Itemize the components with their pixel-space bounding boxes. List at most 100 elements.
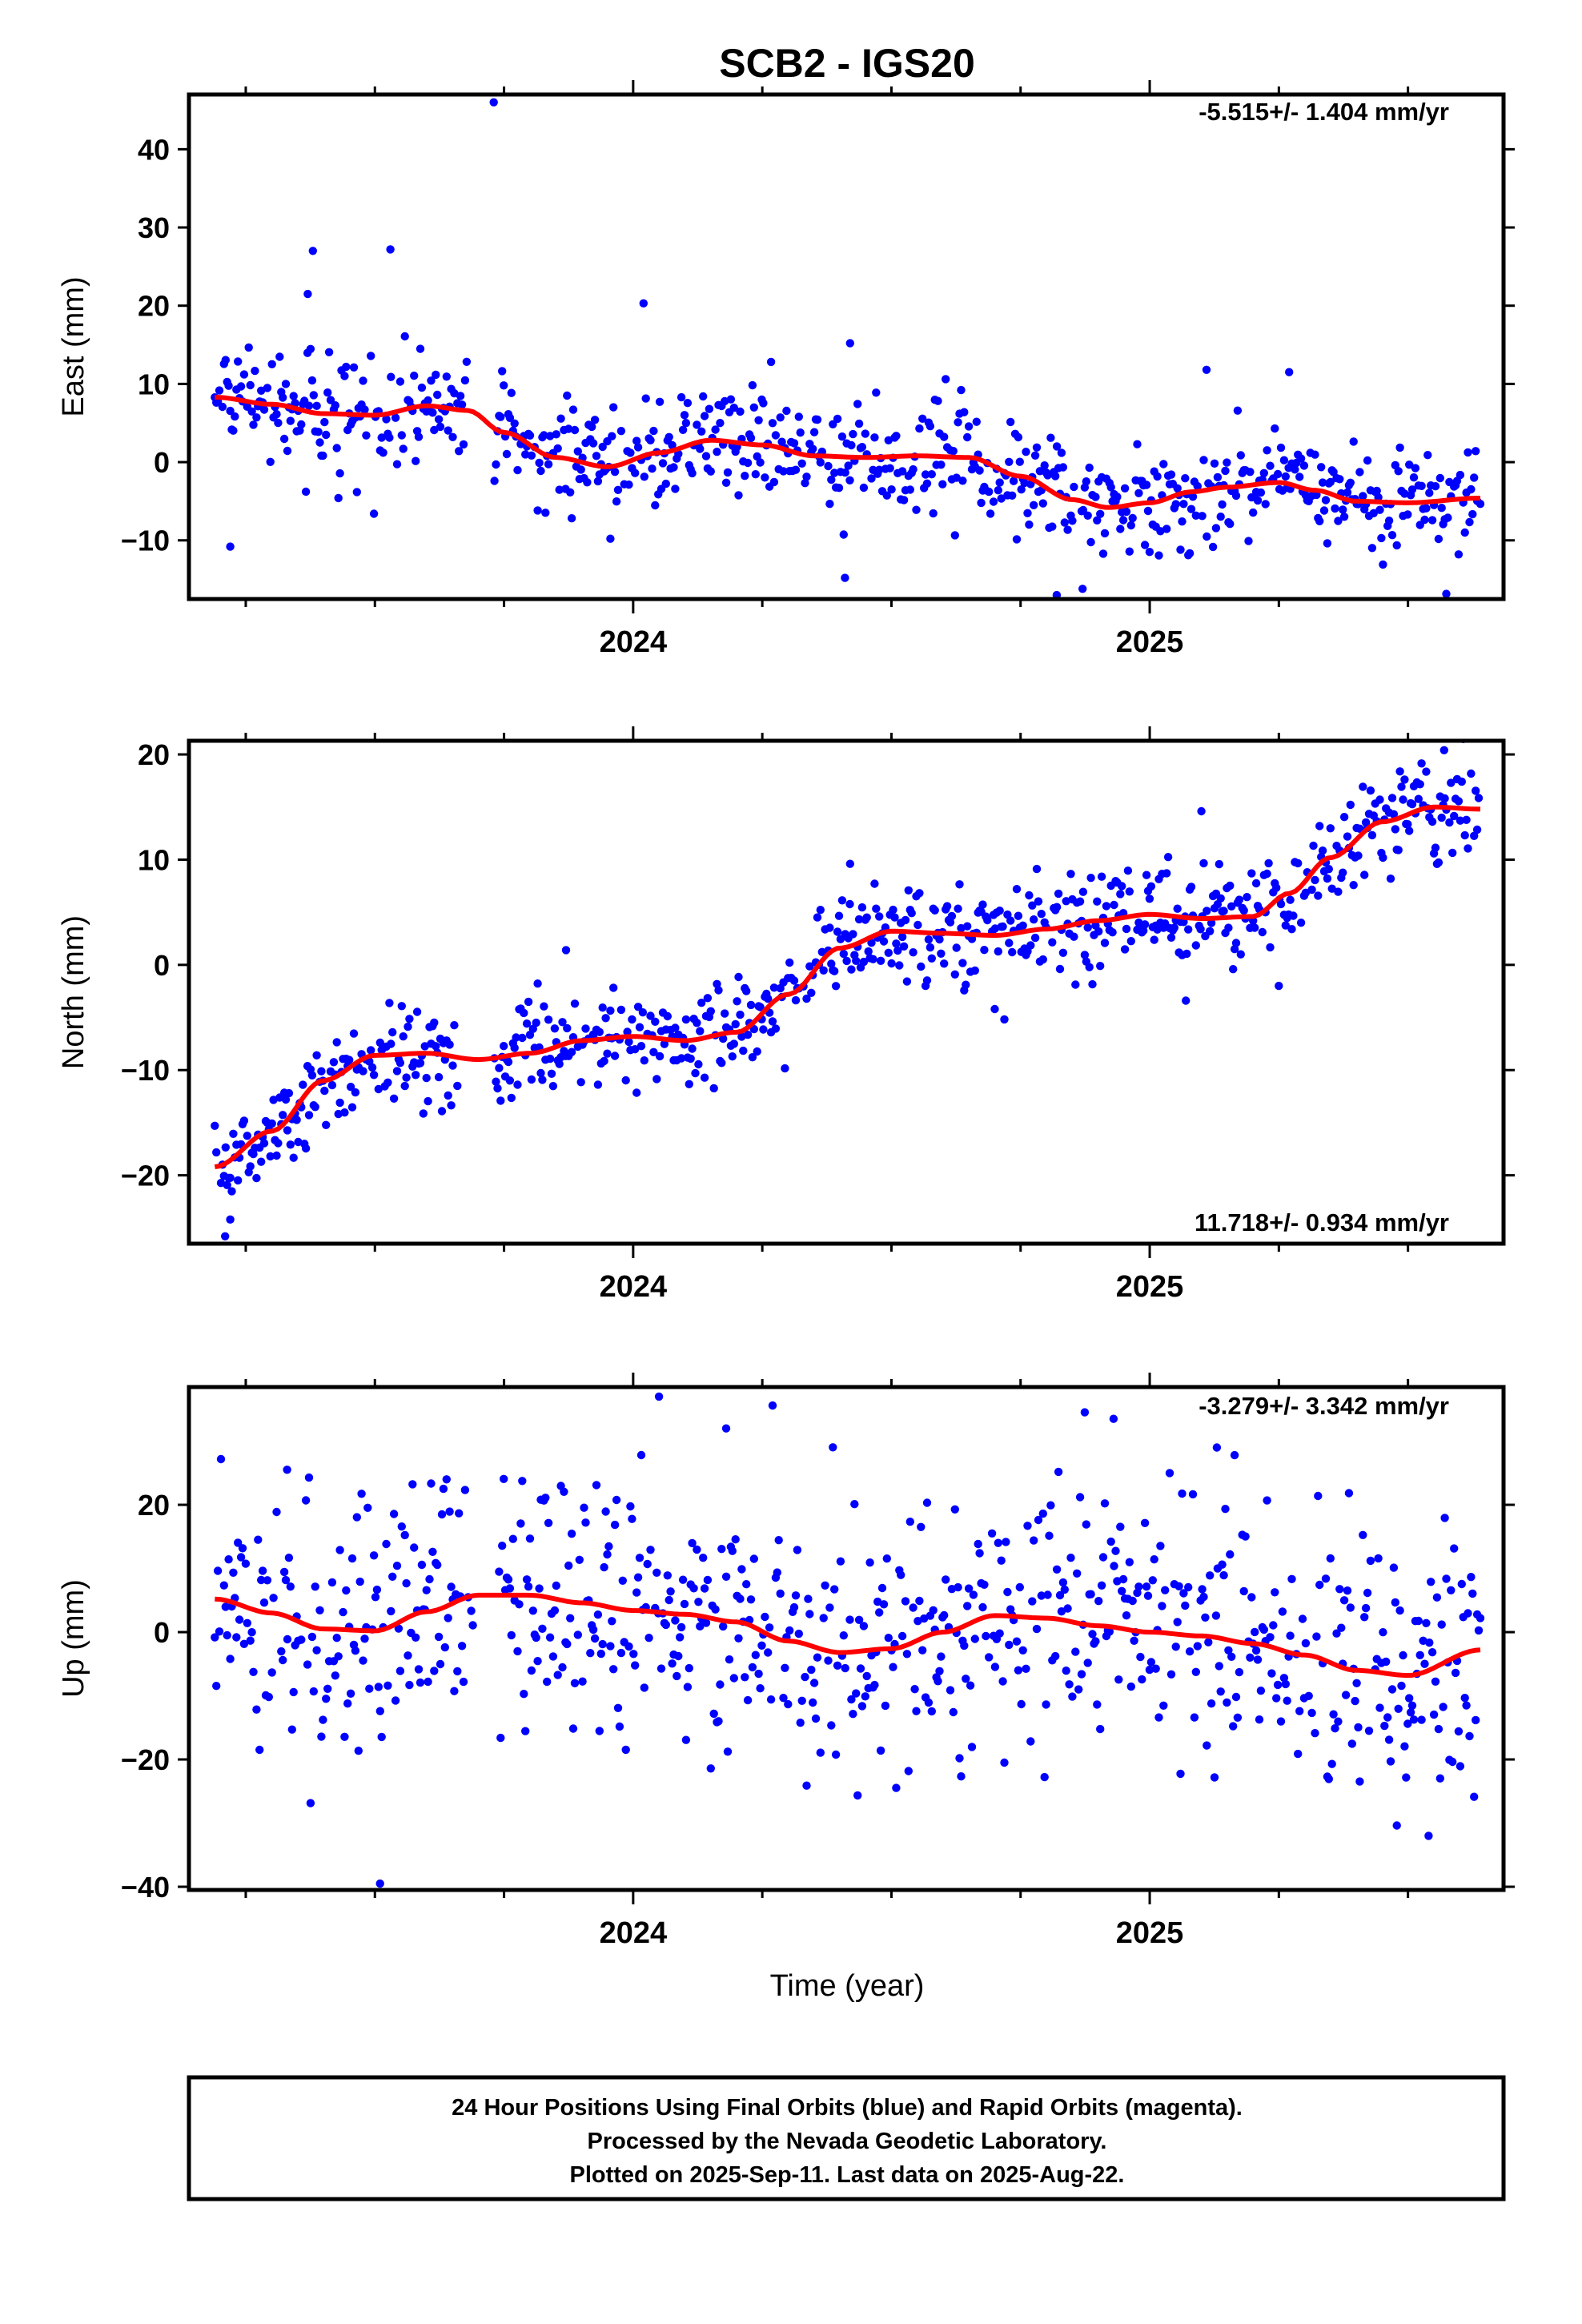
data-point <box>1456 816 1465 825</box>
data-point <box>1298 1614 1307 1623</box>
data-point <box>570 1679 580 1687</box>
data-point <box>618 1576 627 1586</box>
data-point <box>299 1080 307 1089</box>
data-point <box>493 1084 502 1093</box>
data-point <box>1140 920 1150 929</box>
data-point <box>541 509 550 517</box>
data-point <box>606 1006 615 1015</box>
y-tick-label: 10 <box>138 843 170 876</box>
data-point <box>1359 492 1367 501</box>
data-point <box>1224 923 1233 932</box>
data-point <box>633 1003 643 1011</box>
data-point <box>1400 1742 1409 1751</box>
data-point <box>776 413 785 422</box>
data-point <box>560 1487 568 1497</box>
data-point <box>859 957 869 967</box>
data-point <box>1464 844 1472 853</box>
data-point <box>1150 1555 1158 1564</box>
data-point <box>1287 925 1296 934</box>
data-point <box>1467 1573 1476 1582</box>
data-point <box>644 1634 653 1642</box>
data-point <box>685 1080 693 1089</box>
data-point <box>921 470 930 479</box>
data-point <box>462 357 472 366</box>
data-point <box>937 460 946 469</box>
data-point <box>1223 458 1231 467</box>
data-point <box>1387 1685 1397 1694</box>
data-point <box>324 348 334 356</box>
data-point <box>796 428 805 437</box>
data-point <box>1018 921 1027 931</box>
data-point <box>1437 813 1446 822</box>
data-point <box>489 98 498 107</box>
data-point <box>899 942 909 951</box>
data-point <box>742 987 751 995</box>
data-point <box>601 1507 610 1516</box>
data-point <box>649 426 658 436</box>
data-point <box>1114 1675 1123 1684</box>
data-point <box>957 385 966 395</box>
data-point <box>1263 869 1271 879</box>
data-point <box>1273 1680 1283 1690</box>
data-point <box>1233 406 1243 415</box>
data-point <box>759 1025 768 1034</box>
data-point <box>1113 493 1122 501</box>
data-point <box>970 1634 980 1643</box>
data-point <box>1014 1666 1023 1675</box>
data-point <box>1030 501 1038 509</box>
data-point <box>287 1725 296 1734</box>
data-point <box>609 983 618 992</box>
data-point <box>676 1633 685 1642</box>
data-point <box>1181 474 1190 483</box>
data-point <box>716 419 725 428</box>
data-point <box>887 485 896 494</box>
data-point <box>536 466 545 476</box>
data-point <box>255 1745 264 1755</box>
data-point <box>281 1575 291 1585</box>
data-point <box>805 962 814 971</box>
data-point <box>1094 1597 1103 1606</box>
data-point <box>1082 477 1091 486</box>
data-point <box>1221 1505 1230 1514</box>
data-point <box>913 1617 922 1626</box>
data-point <box>432 1042 440 1051</box>
data-point <box>1017 1699 1026 1709</box>
data-point <box>416 344 425 353</box>
data-point <box>1196 925 1205 934</box>
data-point <box>824 461 833 471</box>
data-point <box>430 425 439 435</box>
data-point <box>966 1681 975 1690</box>
data-point <box>669 463 678 472</box>
data-point <box>875 912 884 921</box>
data-point <box>211 1633 219 1642</box>
data-point <box>940 959 949 968</box>
data-point <box>496 412 505 421</box>
data-point <box>1126 937 1136 946</box>
data-point <box>728 1052 737 1061</box>
data-point <box>297 420 306 429</box>
data-point <box>845 859 855 868</box>
data-point <box>1191 1667 1201 1676</box>
data-point <box>674 1651 683 1661</box>
data-point <box>734 491 743 500</box>
data-point <box>1198 1585 1207 1594</box>
data-point <box>1269 1621 1278 1630</box>
data-point <box>1156 1542 1165 1550</box>
data-point <box>1166 470 1176 479</box>
data-point <box>1456 470 1465 480</box>
data-point <box>281 380 291 388</box>
data-point <box>1403 1719 1412 1728</box>
data-point <box>410 1543 419 1552</box>
data-point <box>349 1029 359 1038</box>
data-point <box>543 1677 552 1687</box>
data-point <box>1150 935 1158 944</box>
data-point <box>1158 1602 1166 1610</box>
data-point <box>1110 1562 1118 1570</box>
data-point <box>388 1027 397 1037</box>
data-point <box>1207 1699 1216 1708</box>
data-point <box>1125 887 1134 896</box>
data-point <box>1009 476 1018 485</box>
y-tick-label: −20 <box>121 1743 170 1776</box>
data-point <box>850 1500 859 1509</box>
data-point <box>212 1682 221 1691</box>
